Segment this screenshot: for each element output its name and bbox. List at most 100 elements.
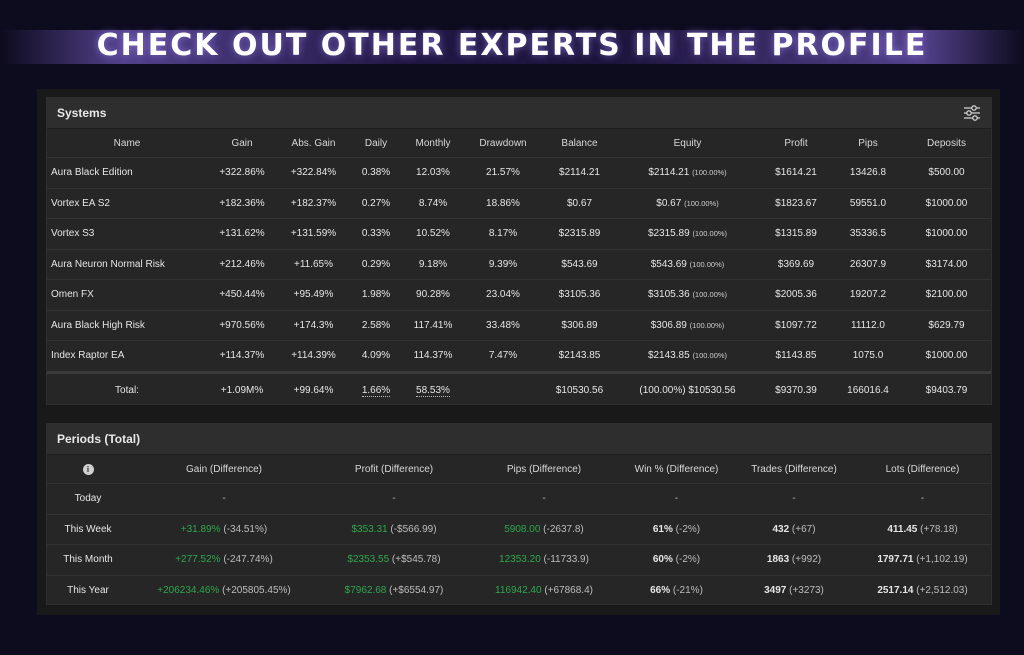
total-equity-value: (100.00%) $10530.56 [639, 385, 736, 396]
gain-value: +277.52% [175, 554, 221, 566]
table-row[interactable]: Omen FX +450.44% +95.49% 1.98% 90.28% 23.04% $… [47, 279, 991, 311]
equity-value: $543.69 [650, 258, 687, 270]
lots-difference: (+78.18) [920, 523, 958, 535]
trades-value: - [792, 493, 796, 505]
systems-table: Name Gain Abs. Gain Daily Monthly Drawdown Bal… [47, 129, 991, 408]
systems-col-header[interactable]: Deposits [902, 129, 991, 158]
banner-streak [0, 30, 1024, 64]
gain-cell: +31.89% (-34.51%) [129, 514, 319, 545]
profit-value: $353.31 [351, 523, 388, 535]
trades-cell: 432 (+67) [734, 514, 854, 545]
abs-gain-cell: +131.59% [277, 218, 350, 250]
table-row: This Month +277.52% (-247.74%) $2353.55 (+… [47, 544, 991, 576]
system-name[interactable]: Vortex EA S2 [47, 188, 207, 219]
profit-difference: (-$566.99) [390, 523, 437, 535]
balance-cell: $2114.21 [542, 157, 617, 189]
systems-col-header[interactable]: Monthly [402, 129, 464, 158]
abs-gain-cell: +322.84% [277, 157, 350, 189]
total-label: Total: [47, 370, 207, 408]
pips-cell: 11112.0 [834, 310, 902, 341]
gain-value: - [222, 493, 226, 505]
total-balance-value: $10530.56 [555, 385, 604, 396]
daily-cell: 4.09% [350, 340, 402, 373]
pips-value: 116942.40 [495, 584, 542, 596]
win-value: 61% [652, 523, 673, 535]
periods-col-header: Pips (Difference) [469, 455, 619, 484]
lots-cell: 1797.71 (+1,102.19) [854, 544, 991, 576]
monthly-cell: 9.18% [402, 249, 464, 280]
banner-title: CHECK OUT OTHER EXPERTS IN THE PROFILE [96, 28, 928, 63]
systems-col-header[interactable]: Name [47, 129, 207, 158]
trades-difference: (+67) [791, 523, 816, 535]
profit-cell: $7962.68 (+$6554.97) [319, 575, 469, 605]
table-row: This Week +31.89% (-34.51%) $353.31 (-$566… [47, 514, 991, 545]
lots-value: 411.45 [887, 523, 918, 535]
table-row[interactable]: Vortex EA S2 +182.36% +182.37% 0.27% 8.74% 18… [47, 188, 991, 219]
info-icon[interactable]: i [82, 463, 94, 475]
pips-cell: 35336.5 [834, 218, 902, 250]
total-daily: 1.66% [350, 370, 402, 408]
table-row[interactable]: Aura Black High Risk +970.56% +174.3% 2.58%… [47, 310, 991, 341]
drawdown-cell: 23.04% [464, 279, 542, 311]
pips-cell: 19207.2 [834, 279, 902, 311]
table-row[interactable]: Aura Black Edition +322.86% +322.84% 0.38% 1… [47, 157, 991, 189]
profit-cell: $369.69 [758, 249, 834, 280]
profit-value: $7962.68 [344, 584, 387, 596]
systems-col-header[interactable]: Equity [617, 129, 758, 158]
systems-panel: Systems Name Gain Abs. Gain Daily Monthly Dra… [46, 97, 992, 408]
total-drawdown [464, 370, 542, 408]
systems-col-header[interactable]: Daily [350, 129, 402, 158]
deposits-cell: $500.00 [902, 157, 991, 189]
system-name[interactable]: Index Raptor EA [47, 340, 207, 373]
gain-cell: +206234.46% (+205805.45%) [129, 575, 319, 605]
equity-percent: (100.00%) [689, 320, 725, 330]
period-label: This Month [47, 544, 129, 576]
periods-col-header: Win % (Difference) [619, 455, 734, 484]
sliders-icon[interactable] [963, 104, 981, 122]
systems-col-header[interactable]: Balance [542, 129, 617, 158]
period-label: This Year [67, 584, 109, 596]
gain-difference: (+205805.45%) [222, 584, 291, 596]
table-row: Today - - - - - - [47, 483, 991, 515]
daily-cell: 1.98% [350, 279, 402, 311]
win-cell: 66% (-21%) [619, 575, 734, 605]
systems-col-header[interactable]: Drawdown [464, 129, 542, 158]
systems-col-header[interactable]: Gain [207, 129, 277, 158]
total-abs-gain: +99.64% [277, 370, 350, 408]
win-value: - [674, 493, 679, 505]
equity-percent: (100.00%) [692, 229, 728, 239]
profit-difference: (+$6554.97) [389, 584, 444, 596]
table-row[interactable]: Index Raptor EA +114.37% +114.39% 4.09% 114.… [47, 340, 991, 373]
trades-cell: 3497 (+3273) [734, 575, 854, 605]
pips-cell: 116942.40 (+67868.4) [469, 575, 619, 605]
periods-col-header: Lots (Difference) [854, 455, 991, 484]
period-label: This Week [47, 514, 129, 545]
gain-cell: +970.56% [207, 310, 277, 341]
trades-value: 432 [772, 523, 790, 535]
systems-col-header[interactable]: Pips [834, 129, 902, 158]
balance-cell: $543.69 [542, 249, 617, 280]
drawdown-cell: 7.47% [464, 340, 542, 373]
equity-cell: $0.67 (100.00%) [617, 188, 758, 219]
equity-percent: (100.00%) [689, 259, 725, 269]
equity-percent: (100.00%) [692, 168, 727, 178]
systems-col-header[interactable]: Profit [758, 129, 834, 158]
system-name[interactable]: Aura Neuron Normal Risk [47, 249, 207, 280]
equity-value: $2315.89 [647, 228, 690, 240]
system-name[interactable]: Omen FX [47, 279, 207, 311]
system-name[interactable]: Aura Black Edition [47, 157, 207, 189]
table-row[interactable]: Vortex S3 +131.62% +131.59% 0.33% 10.52% 8.17… [47, 218, 991, 250]
system-name[interactable]: Vortex S3 [47, 218, 207, 250]
pips-cell: 26307.9 [834, 249, 902, 280]
system-name[interactable]: Aura Black High Risk [47, 310, 207, 341]
monthly-cell: 10.52% [402, 218, 464, 250]
profit-cell: $353.31 (-$566.99) [319, 514, 469, 545]
systems-header: Systems [47, 98, 991, 129]
trades-value: 3497 [764, 584, 787, 596]
total-pips-value: 166016.4 [847, 385, 889, 396]
table-row[interactable]: Aura Neuron Normal Risk +212.46% +11.65% 0.… [47, 249, 991, 280]
equity-cell: $543.69 (100.00%) [617, 249, 758, 280]
total-profit: $9370.39 [758, 370, 834, 408]
systems-col-header[interactable]: Abs. Gain [277, 129, 350, 158]
profit-cell: $1614.21 [758, 157, 834, 189]
